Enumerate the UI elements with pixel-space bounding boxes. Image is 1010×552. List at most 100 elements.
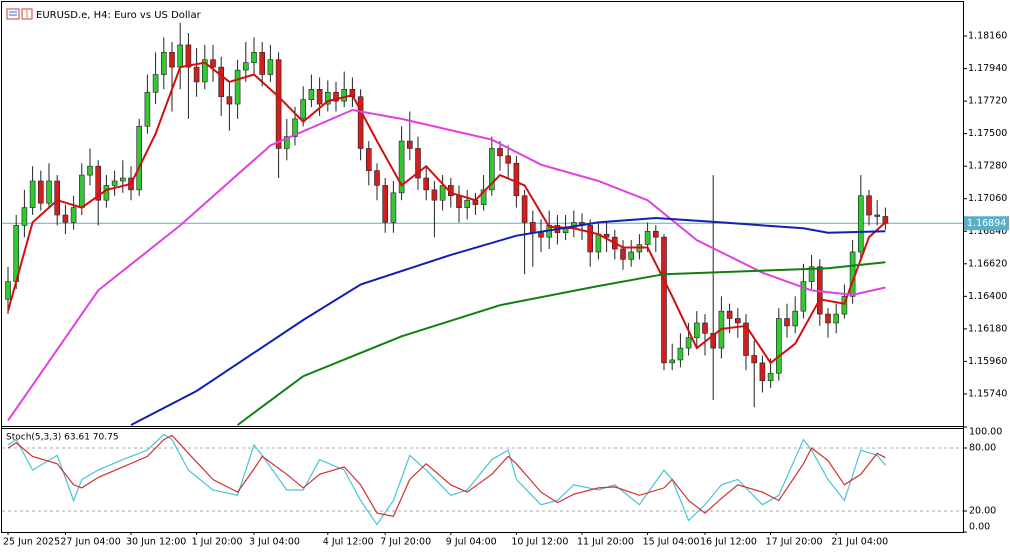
- candle-body: [5, 281, 11, 300]
- candle-body: [136, 125, 142, 191]
- candle-body: [603, 233, 610, 238]
- candle-body: [333, 91, 339, 102]
- candle-body: [390, 192, 397, 223]
- y-tick-label: 100.00: [969, 427, 1002, 438]
- candle-body: [62, 214, 69, 223]
- candle-body: [751, 355, 758, 364]
- candle-body: [767, 372, 774, 381]
- y-tick-label: 1.16180: [968, 323, 1007, 334]
- candle-body: [480, 189, 487, 205]
- candle-body: [144, 91, 151, 127]
- candle-body: [423, 177, 430, 191]
- candle-body: [95, 165, 101, 201]
- x-tick-label: 10 Jul 12:00: [511, 537, 568, 548]
- candle-body: [365, 148, 372, 171]
- candle-body: [677, 347, 684, 361]
- candle-body: [620, 248, 626, 260]
- candle-body: [488, 148, 495, 191]
- candle-body: [29, 180, 36, 208]
- candle-body: [70, 207, 77, 223]
- candle-body: [202, 59, 208, 83]
- candle-body: [685, 337, 692, 349]
- moving-average: [237, 261, 886, 426]
- y-tick-label: 1.16400: [968, 291, 1007, 302]
- candle-body: [669, 359, 676, 364]
- x-tick-label: 21 Jul 04:00: [831, 537, 888, 548]
- candle-body: [464, 199, 471, 208]
- y-tick-label: 1.17500: [968, 128, 1007, 139]
- candle-body: [234, 69, 241, 105]
- toolbar-icons: [6, 8, 33, 20]
- x-tick-label: 9 Jul 04:00: [446, 537, 497, 548]
- candle-body: [185, 44, 192, 68]
- moving-average: [7, 61, 887, 365]
- candle-body: [374, 170, 380, 186]
- candle-body: [784, 318, 790, 327]
- indicator-label: Stoch(5,3,3) 63.61 70.75: [6, 433, 119, 443]
- candle-body: [874, 214, 881, 217]
- candle-body: [505, 155, 512, 164]
- candle-body: [161, 52, 167, 75]
- y-tick-label: 1.16620: [968, 258, 1007, 269]
- candle-body: [259, 52, 266, 75]
- candle-body: [316, 88, 323, 105]
- candle-body: [177, 44, 183, 68]
- y-tick-label: 0.00: [969, 522, 990, 533]
- candle-body: [775, 318, 782, 374]
- candle-body: [382, 185, 389, 223]
- candle-body: [37, 180, 44, 204]
- candle-body: [866, 195, 872, 216]
- candle-body: [111, 180, 118, 186]
- candle-body: [300, 99, 307, 120]
- price-plot: [2, 22, 963, 426]
- icon[interactable]: [6, 8, 20, 20]
- candle-body: [800, 281, 807, 312]
- candle-body: [710, 333, 717, 349]
- candle-body: [513, 162, 520, 197]
- candle-body: [152, 74, 159, 93]
- candle-body: [538, 232, 544, 238]
- candle-body: [226, 96, 233, 105]
- x-tick-label: 15 Jul 04:00: [643, 537, 700, 548]
- current-price-box: [964, 216, 1009, 231]
- candle-body: [702, 322, 708, 334]
- candle-body: [357, 96, 364, 149]
- x-tick-label: 1 Jul 20:00: [192, 537, 243, 548]
- y-tick-label: 1.16840: [968, 226, 1007, 237]
- x-tick-label: 25 Jun 2025: [3, 537, 60, 548]
- candle-body: [243, 62, 249, 71]
- y-tick-label: 1.18160: [968, 31, 1007, 42]
- y-tick-label: 80.00: [969, 443, 996, 454]
- candle-body: [456, 195, 462, 208]
- candle-body: [21, 207, 28, 226]
- candle-body: [415, 148, 421, 179]
- stoch-line: [7, 434, 886, 517]
- candle-body: [661, 236, 667, 364]
- x-tick-label: 30 Jun 12:00: [126, 537, 186, 548]
- x-tick-label: 4 Jul 12:00: [323, 537, 374, 548]
- candle-body: [529, 222, 536, 234]
- candle-body: [169, 52, 175, 68]
- candle-body: [734, 318, 741, 324]
- candle-body: [726, 310, 733, 319]
- candle-body: [308, 88, 315, 100]
- candle-body: [825, 313, 831, 324]
- y-tick-label: 1.15740: [968, 388, 1007, 399]
- candle-body: [652, 230, 659, 238]
- y-tick-label: 1.17060: [968, 193, 1007, 204]
- candle-body: [587, 225, 594, 253]
- stoch-line: [7, 433, 886, 526]
- x-tick-label: 7 Jul 20:00: [380, 537, 431, 548]
- candle-body: [521, 195, 528, 223]
- candle-body: [193, 66, 200, 83]
- candle-body: [251, 52, 257, 63]
- y-tick-label: 20.00: [969, 506, 996, 517]
- candle-body: [292, 118, 298, 137]
- candle-body: [87, 165, 93, 176]
- candle-body: [857, 195, 864, 253]
- candle-body: [54, 180, 61, 216]
- candle-body: [882, 216, 889, 224]
- candle-body: [341, 88, 348, 102]
